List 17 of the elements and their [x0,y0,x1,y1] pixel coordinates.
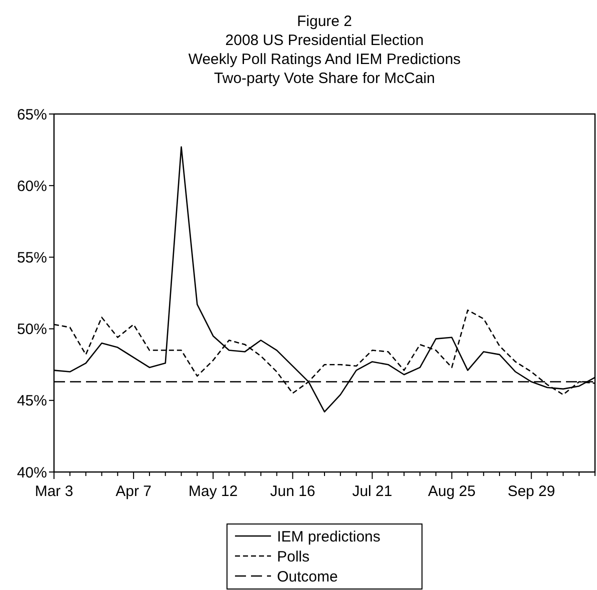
y-tick-label: 65% [16,106,47,124]
y-tick-label: 55% [16,249,47,266]
x-tick-label: Sep 29 [508,483,556,500]
x-tick-label: Jul 21 [352,483,392,500]
x-tick-label: Mar 3 [34,483,74,500]
x-tick-label: Aug 25 [428,483,476,500]
legend-label: Outcome [277,568,338,586]
x-tick-label: May 12 [188,483,238,500]
x-tick-label: Apr 7 [116,483,152,500]
y-tick-label: 40% [16,464,47,482]
legend-label: Polls [277,548,310,566]
y-tick-label: 50% [16,321,47,338]
legend-label: IEM predictions [277,528,380,546]
y-tick-label: 45% [16,392,47,410]
chart-title: Figure 2 2008 US Presidential Election Weekly Poll Ratings And IEM Predictions Two-party Vote Share for McCain [188,13,461,87]
x-tick-label: Jun 16 [270,483,316,500]
y-tick-label: 60% [16,178,47,195]
